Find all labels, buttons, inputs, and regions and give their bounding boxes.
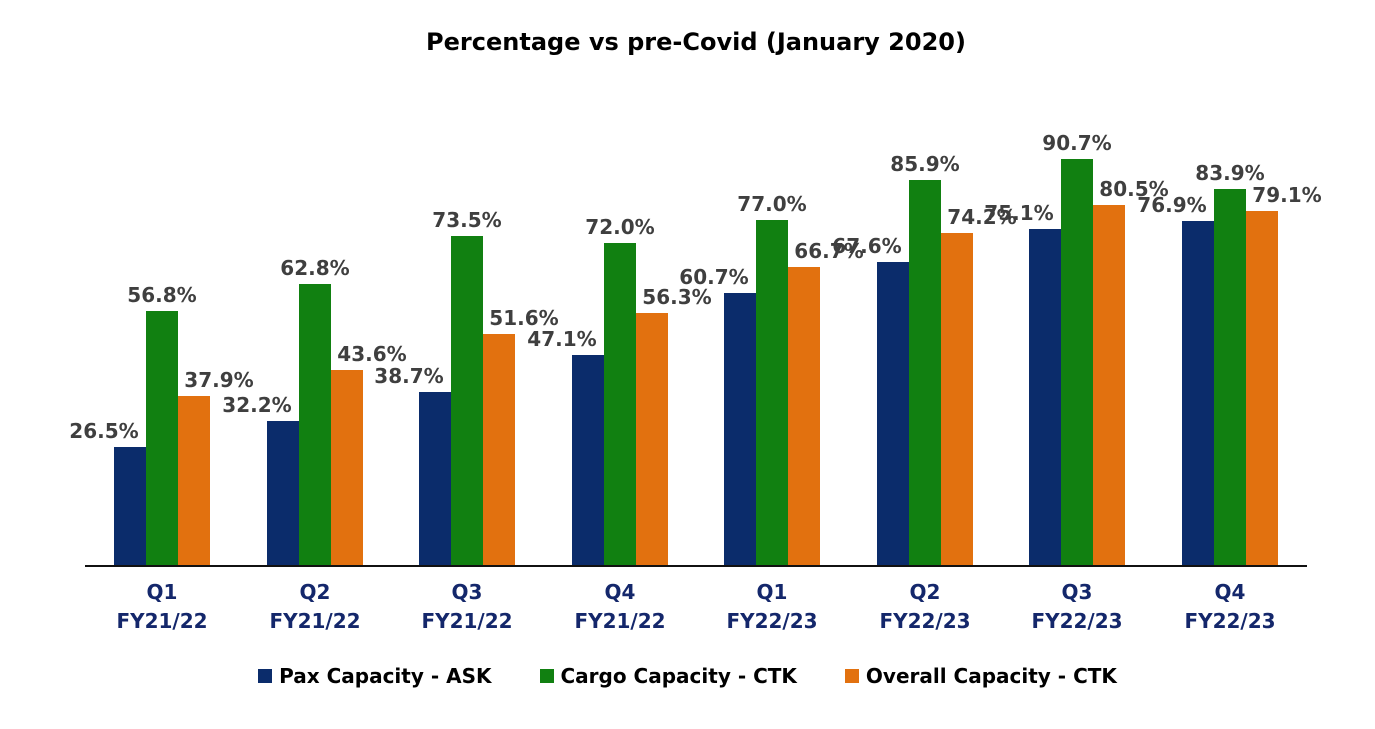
bar-pax-capacity-ask-q2-fy22-23	[877, 262, 909, 566]
bar-overall-capacity-ctk-q3-fy22-23	[1093, 205, 1125, 566]
chart-title: Percentage vs pre-Covid (January 2020)	[426, 28, 966, 56]
data-label-pax-capacity-ask-q2-fy21-22: 32.2%	[222, 393, 292, 417]
bar-pax-capacity-ask-q3-fy22-23	[1029, 229, 1061, 566]
bar-pax-capacity-ask-q1-fy22-23	[724, 293, 756, 566]
bar-overall-capacity-ctk-q2-fy21-22	[331, 370, 363, 566]
data-label-cargo-capacity-ctk-q2-fy21-22: 62.8%	[280, 256, 350, 280]
legend: Pax Capacity - ASK Cargo Capacity - CTK Ov…	[0, 664, 1375, 688]
data-label-cargo-capacity-ctk-q4-fy22-23: 83.9%	[1195, 161, 1265, 185]
bar-cargo-capacity-ctk-q4-fy21-22	[604, 243, 636, 566]
x-axis-line	[85, 565, 1307, 567]
bar-pax-capacity-ask-q3-fy21-22	[419, 392, 451, 566]
data-label-overall-capacity-ctk-q2-fy21-22: 43.6%	[337, 342, 407, 366]
bar-cargo-capacity-ctk-q1-fy22-23	[756, 220, 788, 566]
x-tick-q1-fy21-22: Q1 FY21/22	[116, 580, 208, 633]
bar-overall-capacity-ctk-q4-fy21-22	[636, 313, 668, 566]
data-label-pax-capacity-ask-q2-fy22-23: 67.6%	[832, 234, 902, 258]
data-label-pax-capacity-ask-q3-fy22-23: 75.1%	[984, 201, 1054, 225]
bar-cargo-capacity-ctk-q3-fy22-23	[1061, 159, 1093, 566]
data-label-overall-capacity-ctk-q2-fy22-23: 74.2%	[947, 205, 1017, 229]
bar-pax-capacity-ask-q4-fy22-23	[1182, 221, 1214, 566]
data-label-overall-capacity-ctk-q1-fy21-22: 37.9%	[184, 368, 254, 392]
data-label-overall-capacity-ctk-q4-fy21-22: 56.3%	[642, 285, 712, 309]
bar-cargo-capacity-ctk-q3-fy21-22	[451, 236, 483, 566]
legend-swatch-icon	[258, 669, 273, 683]
data-label-pax-capacity-ask-q4-fy21-22: 47.1%	[527, 327, 597, 351]
x-tick-q3-fy22-23: Q3 FY22/23	[1031, 580, 1123, 633]
data-label-pax-capacity-ask-q1-fy22-23: 60.7%	[679, 265, 749, 289]
bar-overall-capacity-ctk-q1-fy21-22	[178, 396, 210, 566]
data-label-pax-capacity-ask-q1-fy21-22: 26.5%	[69, 419, 139, 443]
data-label-pax-capacity-ask-q4-fy22-23: 76.9%	[1137, 193, 1207, 217]
legend-item-cargo-capacity-ctk: Cargo Capacity - CTK	[539, 664, 797, 688]
legend-label: Overall Capacity - CTK	[865, 664, 1117, 688]
data-label-overall-capacity-ctk-q4-fy22-23: 79.1%	[1252, 183, 1322, 207]
bar-cargo-capacity-ctk-q4-fy22-23	[1214, 189, 1246, 566]
data-label-cargo-capacity-ctk-q3-fy21-22: 73.5%	[432, 208, 502, 232]
x-tick-q1-fy22-23: Q1 FY22/23	[726, 580, 818, 633]
data-label-pax-capacity-ask-q3-fy21-22: 38.7%	[374, 364, 444, 388]
data-label-overall-capacity-ctk-q3-fy21-22: 51.6%	[489, 306, 559, 330]
x-tick-q2-fy22-23: Q2 FY22/23	[879, 580, 971, 633]
data-label-overall-capacity-ctk-q3-fy22-23: 80.5%	[1099, 177, 1169, 201]
bar-cargo-capacity-ctk-q1-fy21-22	[146, 311, 178, 566]
legend-swatch-icon	[539, 669, 554, 683]
x-tick-q4-fy22-23: Q4 FY22/23	[1184, 580, 1276, 633]
x-tick-q2-fy21-22: Q2 FY21/22	[269, 580, 361, 633]
bar-pax-capacity-ask-q1-fy21-22	[114, 447, 146, 566]
data-label-cargo-capacity-ctk-q4-fy21-22: 72.0%	[585, 215, 655, 239]
x-tick-q3-fy21-22: Q3 FY21/22	[421, 580, 513, 633]
bar-cargo-capacity-ctk-q2-fy22-23	[909, 180, 941, 566]
data-label-overall-capacity-ctk-q1-fy22-23: 66.7%	[794, 239, 864, 263]
plot-area: 26.5% 56.8% 37.9% 32.2% 62.8% 43.6% 38.7% 73.5%…	[69, 100, 1322, 566]
bar-overall-capacity-ctk-q2-fy22-23	[941, 233, 973, 566]
bar-pax-capacity-ask-q2-fy21-22	[267, 421, 299, 566]
bar-overall-capacity-ctk-q4-fy22-23	[1246, 211, 1278, 566]
legend-swatch-icon	[844, 669, 859, 683]
data-label-cargo-capacity-ctk-q1-fy21-22: 56.8%	[127, 283, 197, 307]
bar-pax-capacity-ask-q4-fy21-22	[572, 355, 604, 566]
data-label-cargo-capacity-ctk-q2-fy22-23: 85.9%	[890, 152, 960, 176]
legend-item-pax-capacity-ask: Pax Capacity - ASK	[258, 664, 492, 688]
bar-overall-capacity-ctk-q3-fy21-22	[483, 334, 515, 566]
bar-overall-capacity-ctk-q1-fy22-23	[788, 267, 820, 566]
data-label-cargo-capacity-ctk-q3-fy22-23: 90.7%	[1042, 131, 1112, 155]
legend-item-overall-capacity-ctk: Overall Capacity - CTK	[844, 664, 1117, 688]
legend-label: Cargo Capacity - CTK	[560, 664, 797, 688]
legend-label: Pax Capacity - ASK	[279, 664, 492, 688]
data-label-cargo-capacity-ctk-q1-fy22-23: 77.0%	[737, 192, 807, 216]
x-tick-q4-fy21-22: Q4 FY21/22	[574, 580, 666, 633]
x-axis-labels: Q1 FY21/22 Q2 FY21/22 Q3 FY21/22 Q4 FY21/22 Q1 FY…	[85, 578, 1307, 640]
bar-cargo-capacity-ctk-q2-fy21-22	[299, 284, 331, 566]
